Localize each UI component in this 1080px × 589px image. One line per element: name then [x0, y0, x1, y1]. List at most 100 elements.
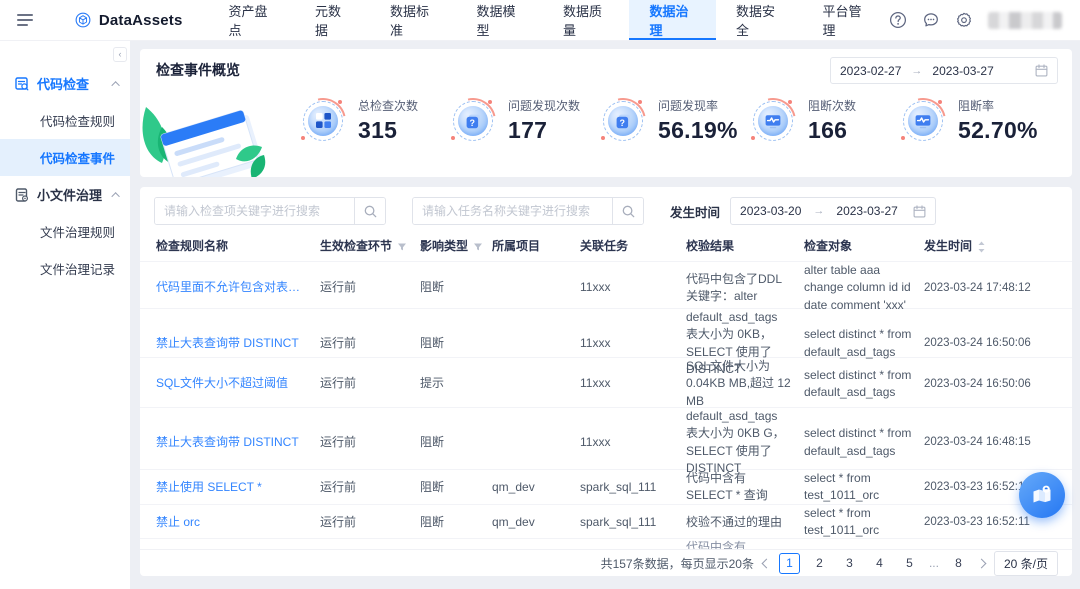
col-related-task: 关联任务	[580, 239, 629, 254]
next-page-icon[interactable]	[976, 558, 987, 568]
date-end: 2023-03-27	[836, 204, 898, 218]
question-doc-icon: ?	[591, 88, 655, 153]
page-button-5[interactable]: 5	[906, 555, 913, 570]
stat-value: 166	[808, 117, 848, 143]
page-button-3[interactable]: 3	[846, 555, 853, 570]
time-cell: 2023-03-24 16:50:06	[924, 337, 1031, 350]
search-icon[interactable]	[354, 198, 385, 224]
table-row[interactable]: 代码中含有SELECT * select * from	[140, 538, 1072, 549]
sidebar-item-file-governance-records[interactable]: 文件治理记录	[40, 263, 116, 277]
page-button-1[interactable]: 1	[778, 552, 800, 574]
guide-float-button[interactable]	[1019, 472, 1065, 518]
table-row[interactable]: 禁止使用 SELECT * 运行前 阻断 qm_dev spark_sql_11…	[140, 469, 1072, 504]
time-cell: 2023-03-23 16:52:11	[924, 481, 1030, 494]
col-validation-result: 校验结果	[686, 239, 735, 254]
calendar-icon	[1035, 64, 1048, 77]
nav-item-data-standard[interactable]: 数据标准	[389, 4, 429, 38]
occur-time-range-picker[interactable]: 2023-03-20 → 2023-03-27	[730, 197, 937, 225]
filter-funnel-icon[interactable]	[473, 242, 483, 252]
result-cell: default_asd_tags 表大小为 0KB，SELECT 使用了 DIS…	[686, 310, 778, 377]
stat-label: 阻断率	[958, 99, 995, 113]
nav-item-data-model[interactable]: 数据模型	[476, 4, 516, 38]
pagination-summary: 共157条数据，每页显示20条	[600, 556, 754, 571]
rule-search-input[interactable]	[155, 198, 354, 224]
result-cell: 代码中含有SELECT * 查询	[686, 471, 768, 503]
task-cell: spark_sql_111	[580, 479, 657, 494]
rule-name-link[interactable]: 禁止使用 SELECT *	[156, 479, 262, 494]
table-row[interactable]: 禁止大表查询带 DISTINCT 运行前 阻断 11xxx default_as…	[140, 308, 1072, 376]
rule-name-link[interactable]: SQL文件大小不超过阈值	[156, 376, 289, 391]
rule-name-link[interactable]: 禁止大表查询带 DISTINCT	[156, 336, 299, 351]
table-row[interactable]: SQL文件大小不超过阈值 运行前 提示 11xxx SQL文件大小为 0.04K…	[140, 357, 1072, 408]
sidebar-group-code-check[interactable]: 代码检查	[0, 65, 130, 102]
blocks-icon	[291, 88, 355, 153]
table-header: 检查规则名称 生效检查环节 影响类型 所属项目 关联任务 校验结果 检查对象 发…	[140, 233, 1072, 261]
page-button-8[interactable]: 8	[955, 555, 962, 570]
table-row[interactable]: 代码里面不允许包含对表、分区、列的D... 运行前 阻断 11xxx 代码中包含…	[140, 261, 1072, 312]
table-row[interactable]: 禁止大表查询带 DISTINCT 运行前 阻断 11xxx default_as…	[140, 407, 1072, 475]
time-cell: 2023-03-24 16:48:15	[924, 436, 1031, 449]
nav-item-data-quality[interactable]: 数据质量	[562, 4, 602, 38]
task-cell: 11xxx	[580, 336, 611, 351]
collapse-menu-icon[interactable]	[0, 0, 51, 40]
top-navbar: DataAssets 资产盘点 元数据 数据标准 数据模型 数据质量 数据治理 …	[0, 0, 1080, 41]
documents-illustration	[142, 107, 266, 177]
search-icon[interactable]	[612, 198, 643, 224]
result-cell: 代码中含有SELECT *	[686, 540, 747, 549]
filter-funnel-icon[interactable]	[397, 242, 407, 252]
stage-cell: 运行前	[320, 479, 357, 494]
nav-item-asset-inventory[interactable]: 资产盘点	[228, 4, 268, 38]
page-button-4[interactable]: 4	[876, 555, 883, 570]
task-cell: 11xxx	[580, 280, 611, 295]
date-end: 2023-03-27	[932, 63, 994, 78]
filter-bar: 发生时间 2023-03-20 → 2023-03-27	[140, 187, 1072, 233]
rule-name-link[interactable]: 代码里面不允许包含对表、分区、列的D...	[156, 280, 320, 295]
col-check-stage: 生效检查环节	[320, 238, 420, 255]
message-icon[interactable]	[922, 11, 940, 29]
table-row[interactable]: 禁止 orc 运行前 阻断 qm_dev spark_sql_111 校验不通过…	[140, 504, 1072, 538]
topbar-actions	[889, 0, 1080, 40]
rule-search-box	[154, 197, 386, 225]
brand-name: DataAssets	[98, 11, 183, 29]
help-icon[interactable]	[889, 11, 907, 29]
impact-cell: 阻断	[420, 336, 445, 351]
nav-item-data-governance[interactable]: 数据治理	[629, 0, 716, 40]
sidebar-group-label: 小文件治理	[37, 188, 103, 203]
target-cell: alter table aaa change column id id date…	[804, 263, 911, 312]
nav-item-data-security[interactable]: 数据安全	[736, 4, 776, 38]
stat-label: 总检查次数	[358, 99, 419, 113]
impact-cell: 阻断	[420, 435, 445, 450]
task-search-input[interactable]	[413, 198, 612, 224]
result-cell: 校验不通过的理由	[686, 514, 783, 529]
stats-row: 总检查次数 315 ? 问题发现次数	[291, 88, 1050, 153]
rule-name-link[interactable]: 禁止大表查询带 DISTINCT	[156, 435, 299, 450]
time-cell: 2023-03-24 16:50:06	[924, 377, 1031, 390]
sidebar-group-small-file-governance[interactable]: 小文件治理	[0, 176, 130, 213]
sidebar-item-file-governance-rules[interactable]: 文件治理规则	[40, 226, 116, 240]
prev-page-icon[interactable]	[761, 558, 772, 568]
overview-date-range-picker[interactable]: 2023-02-27 → 2023-03-27	[830, 57, 1058, 84]
events-table-card: 发生时间 2023-03-20 → 2023-03-27 检查规则名称 生效检查…	[140, 187, 1072, 576]
brand[interactable]: DataAssets	[51, 0, 197, 40]
sidebar-item-code-check-rules[interactable]: 代码检查规则	[40, 115, 116, 129]
rule-name-link[interactable]: 禁止 orc	[156, 514, 201, 529]
stat-value: 177	[508, 117, 548, 143]
result-cell: default_asd_tags 表大小为 0KB G，SELECT 使用了 D…	[686, 409, 785, 476]
result-cell: SQL文件大小为 0.04KB MB,超过 12 MB	[686, 359, 791, 408]
pagination-bar: 共157条数据，每页显示20条 1 2 3 4 5 ... 8 20 条/页	[140, 549, 1072, 576]
page-size-select[interactable]: 20 条/页	[993, 550, 1058, 576]
sort-icon[interactable]	[977, 241, 986, 253]
stat-block-count: 阻断次数 166	[741, 88, 900, 153]
settings-gear-icon[interactable]	[955, 11, 973, 29]
page-button-2[interactable]: 2	[816, 555, 823, 570]
page-ellipsis[interactable]: ...	[928, 556, 939, 570]
stat-block-rate: 阻断率 52.70%	[891, 88, 1050, 153]
date-arrow: →	[911, 64, 923, 77]
sidebar-item-code-check-events[interactable]: 代码检查事件	[0, 139, 130, 176]
nav-item-platform-management[interactable]: 平台管理	[822, 4, 862, 38]
nav-item-metadata[interactable]: 元数据	[315, 4, 342, 38]
svg-text:?: ?	[470, 118, 476, 128]
sidebar-collapse-icon[interactable]: ‹	[113, 47, 127, 62]
user-avatar-redacted[interactable]	[988, 11, 1062, 29]
svg-text:?: ?	[620, 118, 626, 128]
